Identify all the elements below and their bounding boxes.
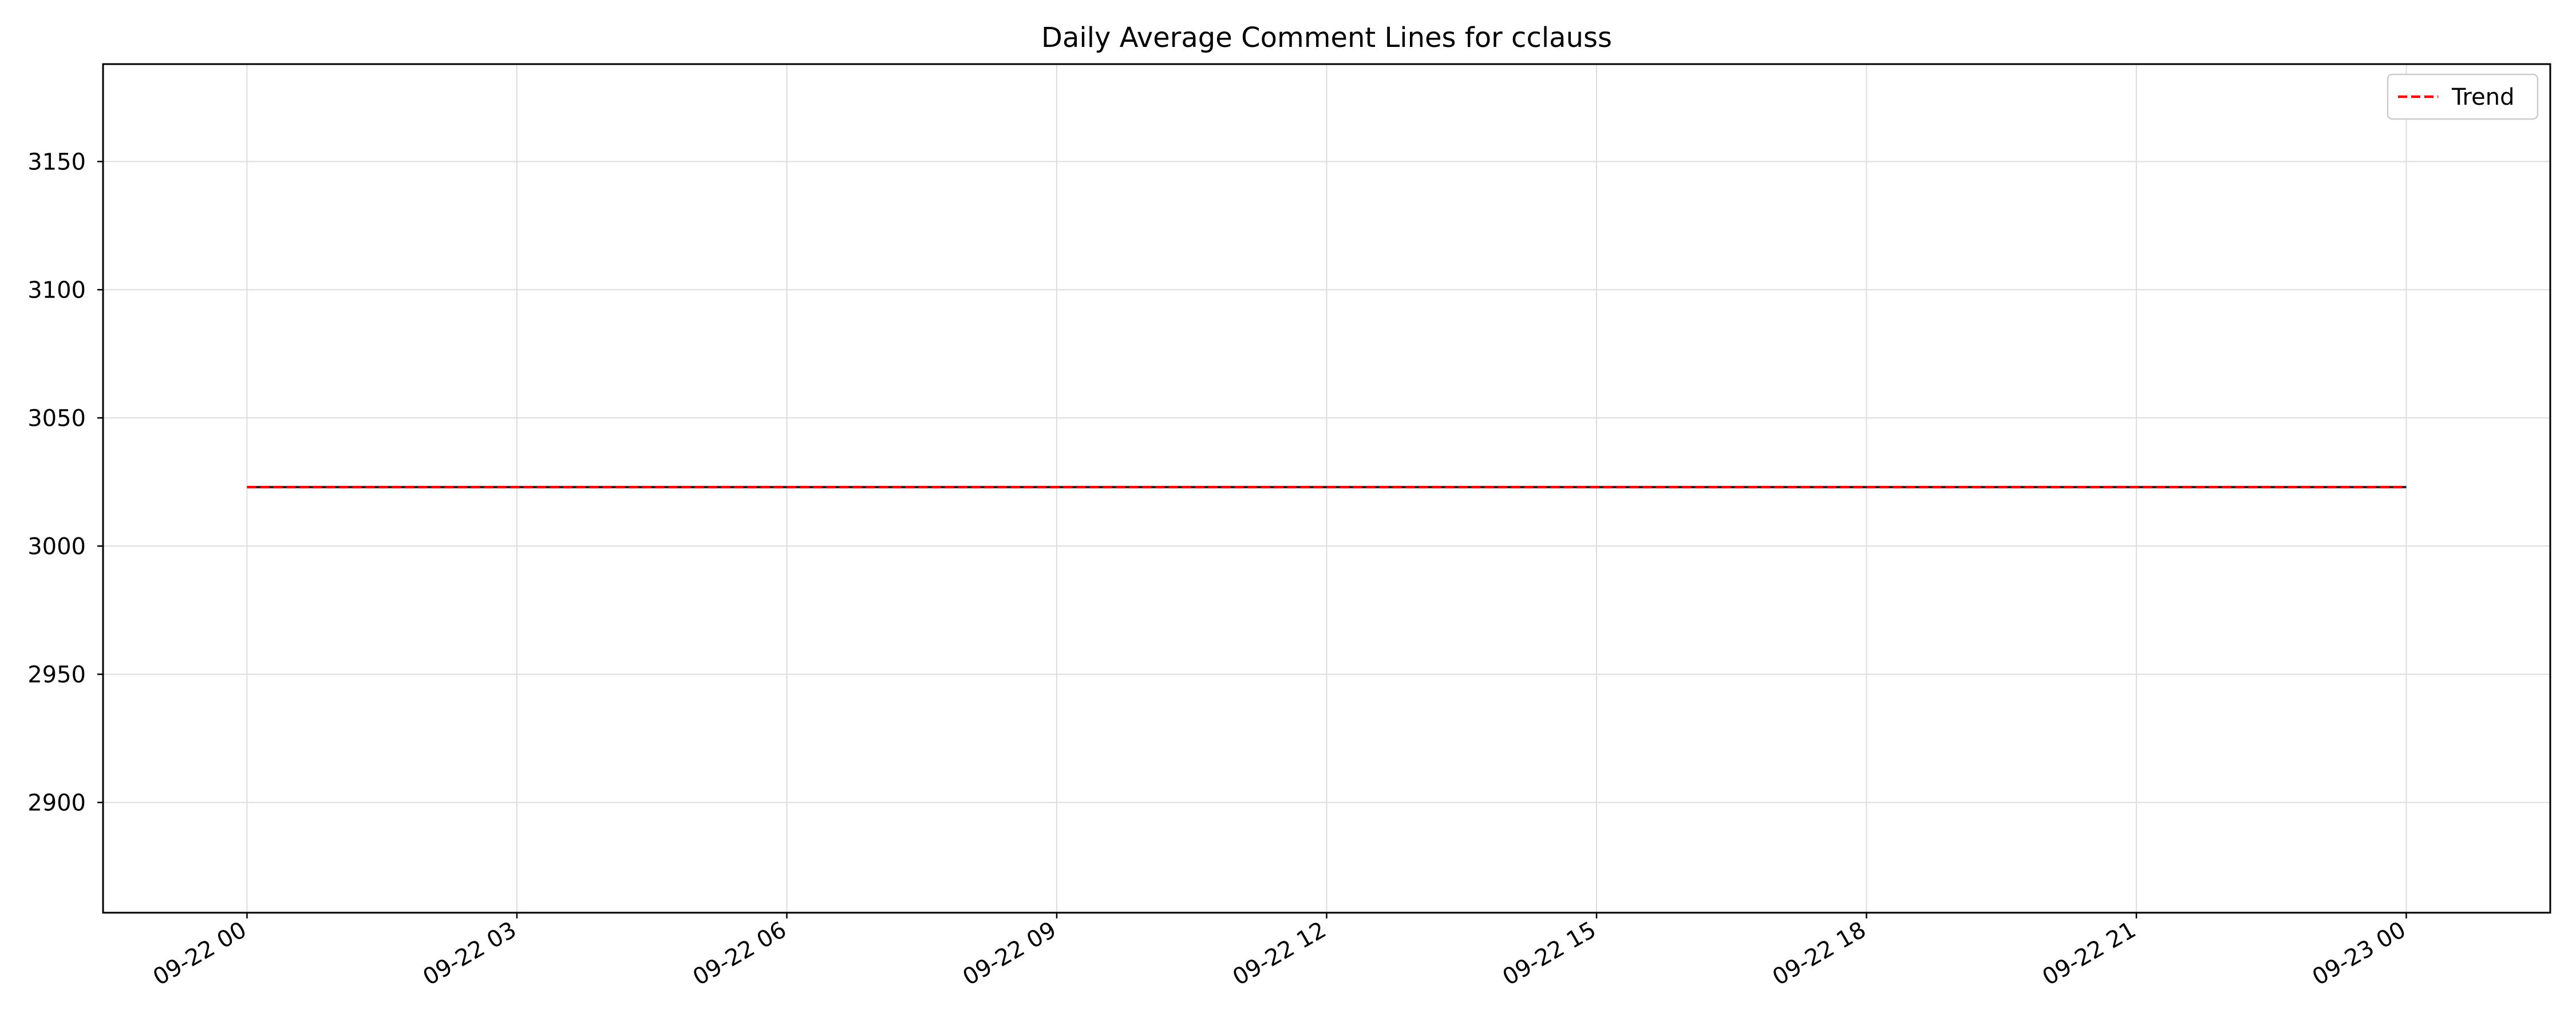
legend: Trend [2387,73,2539,120]
y-tick-label: 2950 [27,661,86,688]
chart-title: Daily Average Comment Lines for cclauss [1041,22,1612,54]
grid [103,64,2550,913]
y-tick-label: 3100 [27,277,86,303]
y-tick-label: 3050 [27,405,86,431]
y-axis: 2900 2950 3000 3050 3100 3150 [27,149,103,816]
y-tick-label: 3000 [27,533,86,560]
y-tick-label: 2900 [27,790,86,816]
legend-label: Trend [2451,84,2514,110]
y-tick-label: 3150 [27,149,86,175]
legend-box [2387,73,2539,120]
